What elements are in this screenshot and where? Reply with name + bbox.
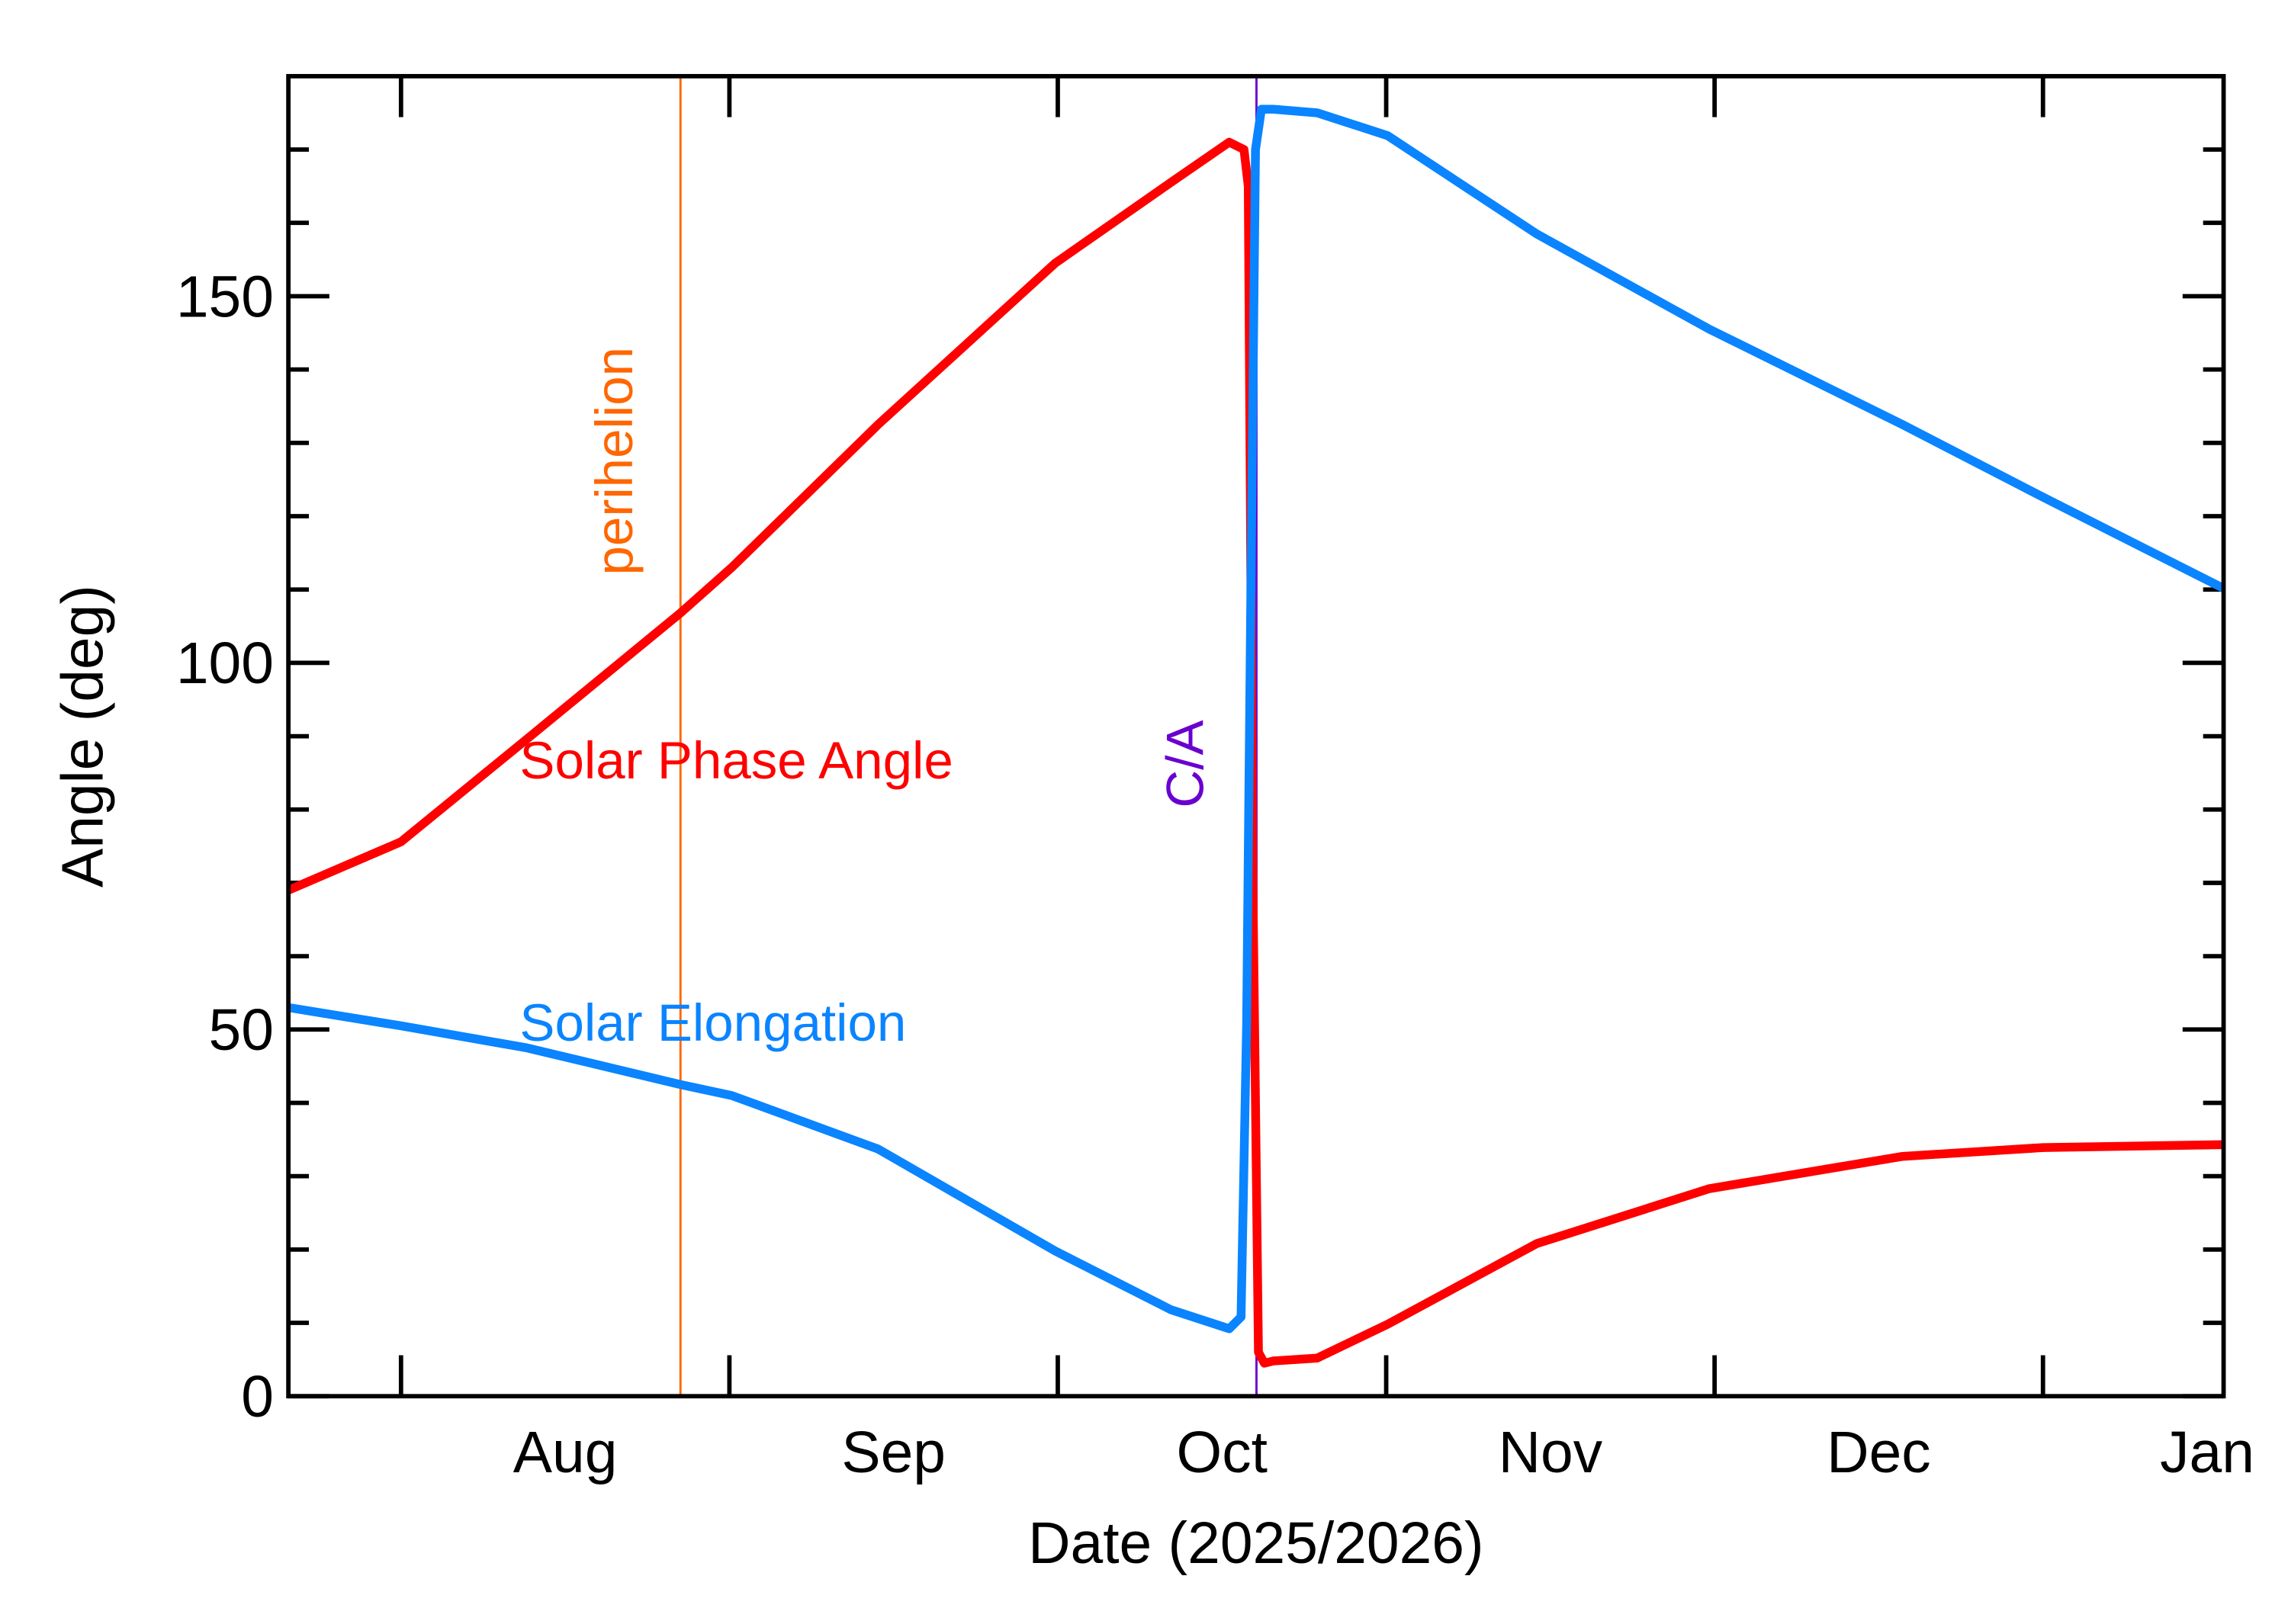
x-tick-label: Jan [2160, 1420, 2254, 1485]
x-tick-label: Aug [513, 1420, 618, 1485]
x-tick-label: Oct [1177, 1420, 1268, 1485]
marker-label: perihelion [584, 347, 644, 576]
x-tick-label: Sep [841, 1420, 946, 1485]
series-label: Solar Elongation [519, 993, 906, 1052]
y-tick-label: 50 [209, 998, 274, 1063]
y-tick-label: 150 [176, 265, 274, 329]
series-line [288, 104, 2225, 1334]
marker-label: C/A [1155, 720, 1215, 807]
x-tick-label: Nov [1499, 1420, 1603, 1485]
x-tick-label: Dec [1827, 1420, 1931, 1485]
y-tick-label: 100 [176, 631, 274, 696]
series-label: Solar Phase Angle [519, 730, 953, 790]
y-tick-label: 0 [241, 1365, 274, 1430]
plot-frame [286, 74, 2226, 1399]
y-axis-label: Angle (deg) [50, 585, 115, 887]
x-axis-label: Date (2025/2026) [1028, 1511, 1483, 1576]
